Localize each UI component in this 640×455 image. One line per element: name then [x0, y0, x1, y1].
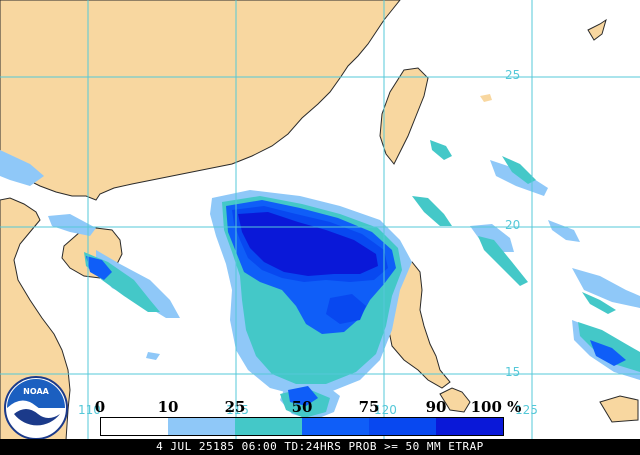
land-islet-4	[599, 395, 639, 423]
lat-label-25: 25	[505, 68, 521, 82]
lat-label-20: 20	[505, 218, 521, 232]
land-islet-3	[439, 387, 471, 413]
noaa-logo-icon	[4, 376, 68, 440]
lon-label-125: 125	[515, 403, 538, 417]
legend-tick-25: 25	[224, 398, 246, 416]
lon-label-110: 110	[78, 403, 101, 417]
noaa-logo-text: NOAA	[23, 387, 49, 396]
land-islet-2	[480, 94, 492, 102]
lat-label-15: 15	[505, 365, 521, 379]
legend-swatch-0	[101, 418, 168, 435]
legend-tick-row: 0 10 25 50 75 90 100 %	[0, 398, 640, 418]
legend-swatch-4	[369, 418, 436, 435]
lon-label-120: 120	[374, 403, 397, 417]
legend-tick-75: 75	[358, 398, 380, 416]
prob-90-100-areas	[238, 212, 378, 276]
lon-label-115: 115	[226, 403, 249, 417]
legend-tick-100: 100 %	[470, 398, 522, 416]
legend-swatch-1	[168, 418, 235, 435]
legend-tick-10: 10	[157, 398, 179, 416]
land-taiwan	[379, 67, 429, 165]
legend-color-bar	[100, 417, 504, 436]
legend-tick-0: 0	[94, 398, 106, 416]
legend-tick-50: 50	[291, 398, 313, 416]
probability-map	[0, 0, 640, 440]
land-mainland-china	[0, 0, 401, 201]
lat-lon-grid	[0, 0, 640, 440]
legend-swatch-2	[235, 418, 302, 435]
legend-swatch-5	[436, 418, 503, 435]
land-islet-1	[587, 18, 607, 41]
legend-tick-90: 90	[425, 398, 447, 416]
legend-swatch-3	[302, 418, 369, 435]
map-caption: 4 JUL 25185 06:00 TD:24HRS PROB >= 50 MM…	[0, 439, 640, 455]
land-indochina	[0, 197, 71, 440]
